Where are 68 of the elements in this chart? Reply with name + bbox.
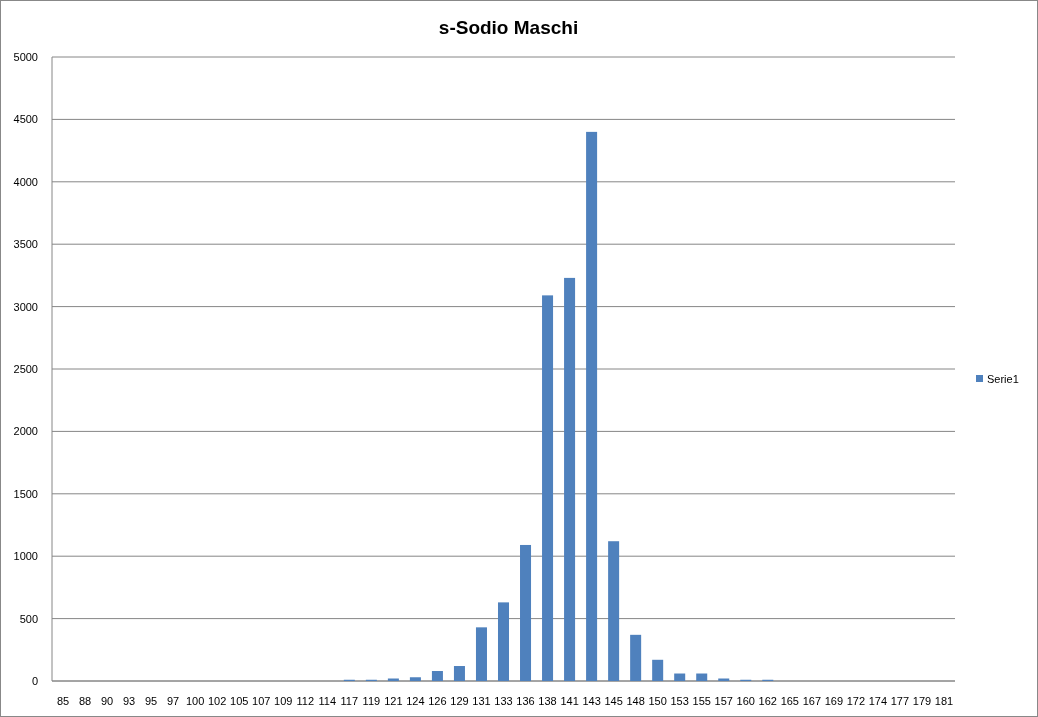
x-tick-label: 90 xyxy=(100,695,114,707)
y-tick-label: 3000 xyxy=(13,300,38,313)
bar xyxy=(520,544,532,681)
x-tick-label: 119 xyxy=(362,695,381,707)
x-tick-label: 85 xyxy=(56,695,70,707)
x-tick-label: 153 xyxy=(670,695,689,707)
bar xyxy=(497,602,510,681)
x-tick-label: 136 xyxy=(516,695,535,707)
bar xyxy=(674,673,686,681)
x-tick-label: 148 xyxy=(626,695,645,707)
x-tick-label: 143 xyxy=(582,695,601,707)
y-tick-label: 3500 xyxy=(13,238,38,251)
x-tick-label: 155 xyxy=(692,695,711,707)
x-tick-label: 129 xyxy=(450,695,469,707)
bar xyxy=(542,295,554,681)
bar xyxy=(564,277,576,681)
x-tick-label: 109 xyxy=(274,695,293,707)
x-tick-label: 181 xyxy=(934,695,954,707)
x-tick-label: 174 xyxy=(868,695,888,707)
legend-label: Serie1 xyxy=(987,373,1019,385)
x-tick-label: 169 xyxy=(824,695,844,707)
x-tick-label: 162 xyxy=(758,695,777,707)
x-tick-label: 179 xyxy=(912,695,932,707)
bar xyxy=(630,634,642,681)
bar xyxy=(409,677,421,681)
x-tick-label: 150 xyxy=(648,695,667,707)
x-tick-label: 145 xyxy=(604,695,623,707)
x-tick-label: 93 xyxy=(122,695,136,707)
y-tick-label: 1000 xyxy=(13,550,38,563)
bar xyxy=(696,673,708,681)
x-tick-label: 131 xyxy=(472,695,491,707)
x-tick-label: 100 xyxy=(185,695,205,707)
bar xyxy=(431,671,443,681)
x-tick-label: 112 xyxy=(296,695,315,707)
x-tick-label: 157 xyxy=(714,695,733,707)
y-tick-label: 4500 xyxy=(13,113,38,126)
x-tick-label: 138 xyxy=(538,695,557,707)
bar xyxy=(475,627,487,681)
bar xyxy=(453,666,465,681)
y-tick-label: 5000 xyxy=(13,51,38,63)
y-tick-label: 1500 xyxy=(13,487,38,500)
x-tick-label: 121 xyxy=(384,695,403,707)
y-tick-label: 4000 xyxy=(13,175,38,188)
bar xyxy=(586,131,598,681)
x-tick-label: 107 xyxy=(252,695,271,707)
x-tick-label: 126 xyxy=(428,695,447,707)
x-tick-label: 133 xyxy=(494,695,513,707)
x-tick-label: 172 xyxy=(846,695,866,707)
x-tick-label: 95 xyxy=(144,695,158,707)
x-tick-label: 165 xyxy=(780,695,799,707)
y-tick-label: 0 xyxy=(31,675,38,687)
bar xyxy=(608,541,620,681)
x-tick-label: 114 xyxy=(318,695,337,707)
x-tick-label: 97 xyxy=(167,695,180,707)
x-tick-label: 124 xyxy=(406,695,425,707)
bar xyxy=(652,659,664,681)
y-tick-label: 2500 xyxy=(13,363,38,375)
x-tick-label: 167 xyxy=(802,695,822,707)
x-tick-label: 141 xyxy=(560,695,579,707)
x-tick-label: 102 xyxy=(208,695,227,707)
y-tick-label: 2000 xyxy=(13,425,38,438)
y-tick-label: 500 xyxy=(19,612,38,625)
x-tick-label: 88 xyxy=(78,695,92,707)
x-tick-label: 117 xyxy=(340,695,359,707)
chart-title: s-Sodio Maschi xyxy=(438,17,579,38)
x-tick-label: 177 xyxy=(890,695,910,707)
x-tick-label: 160 xyxy=(736,695,755,707)
x-tick-label: 105 xyxy=(230,695,249,707)
